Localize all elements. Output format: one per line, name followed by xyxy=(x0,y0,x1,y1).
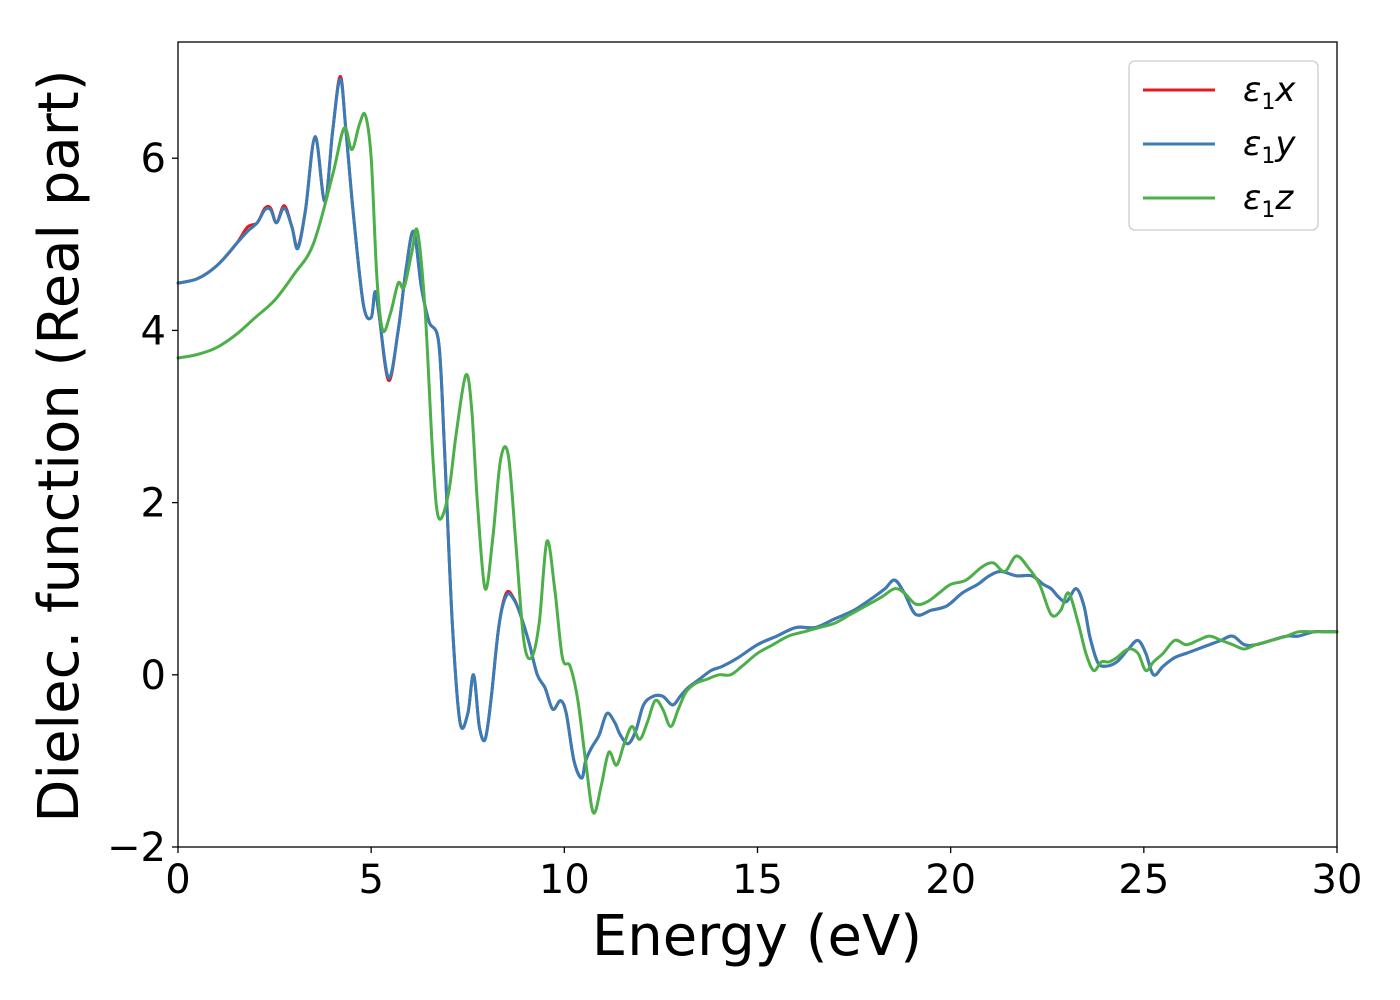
legend-label-y: ε1y xyxy=(1243,124,1296,169)
legend-label-z: ε1z xyxy=(1243,178,1294,223)
x-tick-label: 10 xyxy=(539,857,590,903)
y-tick-label: 2 xyxy=(141,481,166,527)
y-tick-label: 4 xyxy=(141,308,166,354)
y-axis-ticks: −2 0 2 4 6 xyxy=(107,136,178,871)
x-axis-title: Energy (eV) xyxy=(592,904,922,969)
plot-lines xyxy=(176,74,1339,815)
legend-box xyxy=(1128,60,1319,231)
legend-label-x: ε1x xyxy=(1243,70,1296,115)
y-axis-title: Dielec. function (Real part) xyxy=(27,69,92,822)
x-axis-ticks: 0 5 10 15 20 25 30 xyxy=(165,847,1362,903)
x-tick-label: 0 xyxy=(165,857,190,903)
x-tick-label: 20 xyxy=(925,857,976,903)
x-tick-label: 5 xyxy=(358,857,383,903)
y-tick-label: −2 xyxy=(107,825,166,871)
series-line-y xyxy=(176,77,1339,780)
y-tick-label: 6 xyxy=(141,136,166,182)
x-tick-label: 15 xyxy=(732,857,783,903)
y-tick-label: 0 xyxy=(141,653,166,699)
x-tick-label: 30 xyxy=(1312,857,1363,903)
x-tick-label: 25 xyxy=(1118,857,1169,903)
series-line-z xyxy=(176,111,1339,815)
legend: ε1x ε1y ε1z xyxy=(1128,60,1319,231)
